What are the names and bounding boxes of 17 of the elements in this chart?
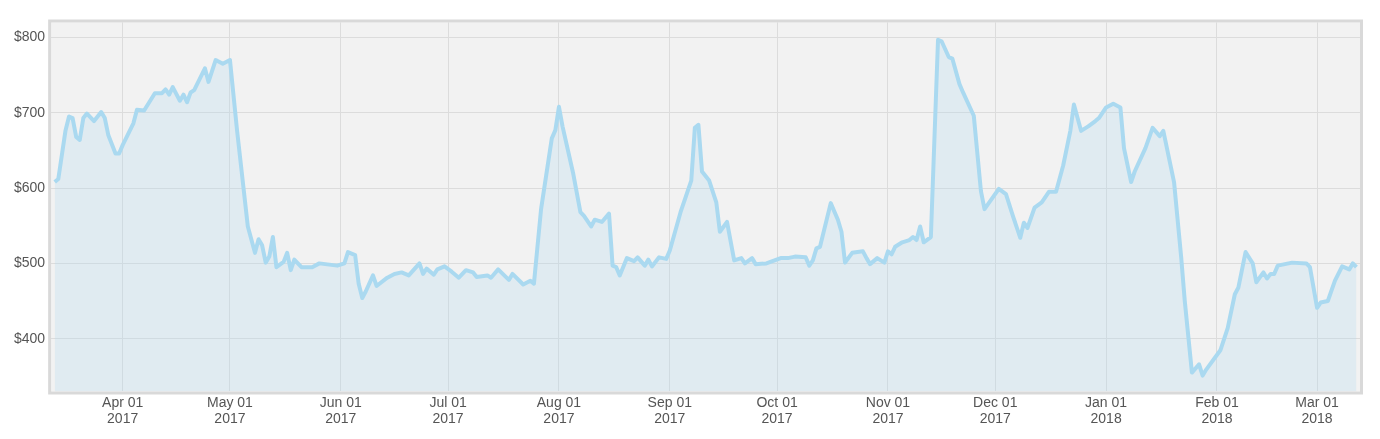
x-tick-label: Sep 01 2017: [647, 393, 693, 427]
y-tick-label: $800: [13, 28, 46, 45]
x-tick-label: Oct 01 2017: [756, 393, 798, 427]
y-tick-label: $400: [13, 329, 46, 346]
x-tick-label: Mar 01 2018: [1295, 393, 1340, 427]
x-tick-label: Dec 01 2017: [973, 393, 1018, 427]
x-tick-label: Aug 01 2017: [536, 393, 582, 427]
x-tick-label: Jan 01 2018: [1085, 393, 1128, 427]
y-tick-label: $500: [13, 254, 46, 271]
x-tick-label: Apr 01 2017: [102, 393, 144, 427]
x-tick-label: Jun 01 2017: [319, 393, 363, 427]
x-tick-label: Nov 01 2017: [865, 393, 911, 427]
x-tick-label: Jul 01 2017: [429, 393, 467, 427]
y-tick-label: $600: [13, 178, 46, 195]
y-tick-label: $700: [13, 103, 46, 120]
x-tick-label: Feb 01 2018: [1195, 393, 1239, 427]
x-tick-label: May 01 2017: [206, 393, 254, 427]
